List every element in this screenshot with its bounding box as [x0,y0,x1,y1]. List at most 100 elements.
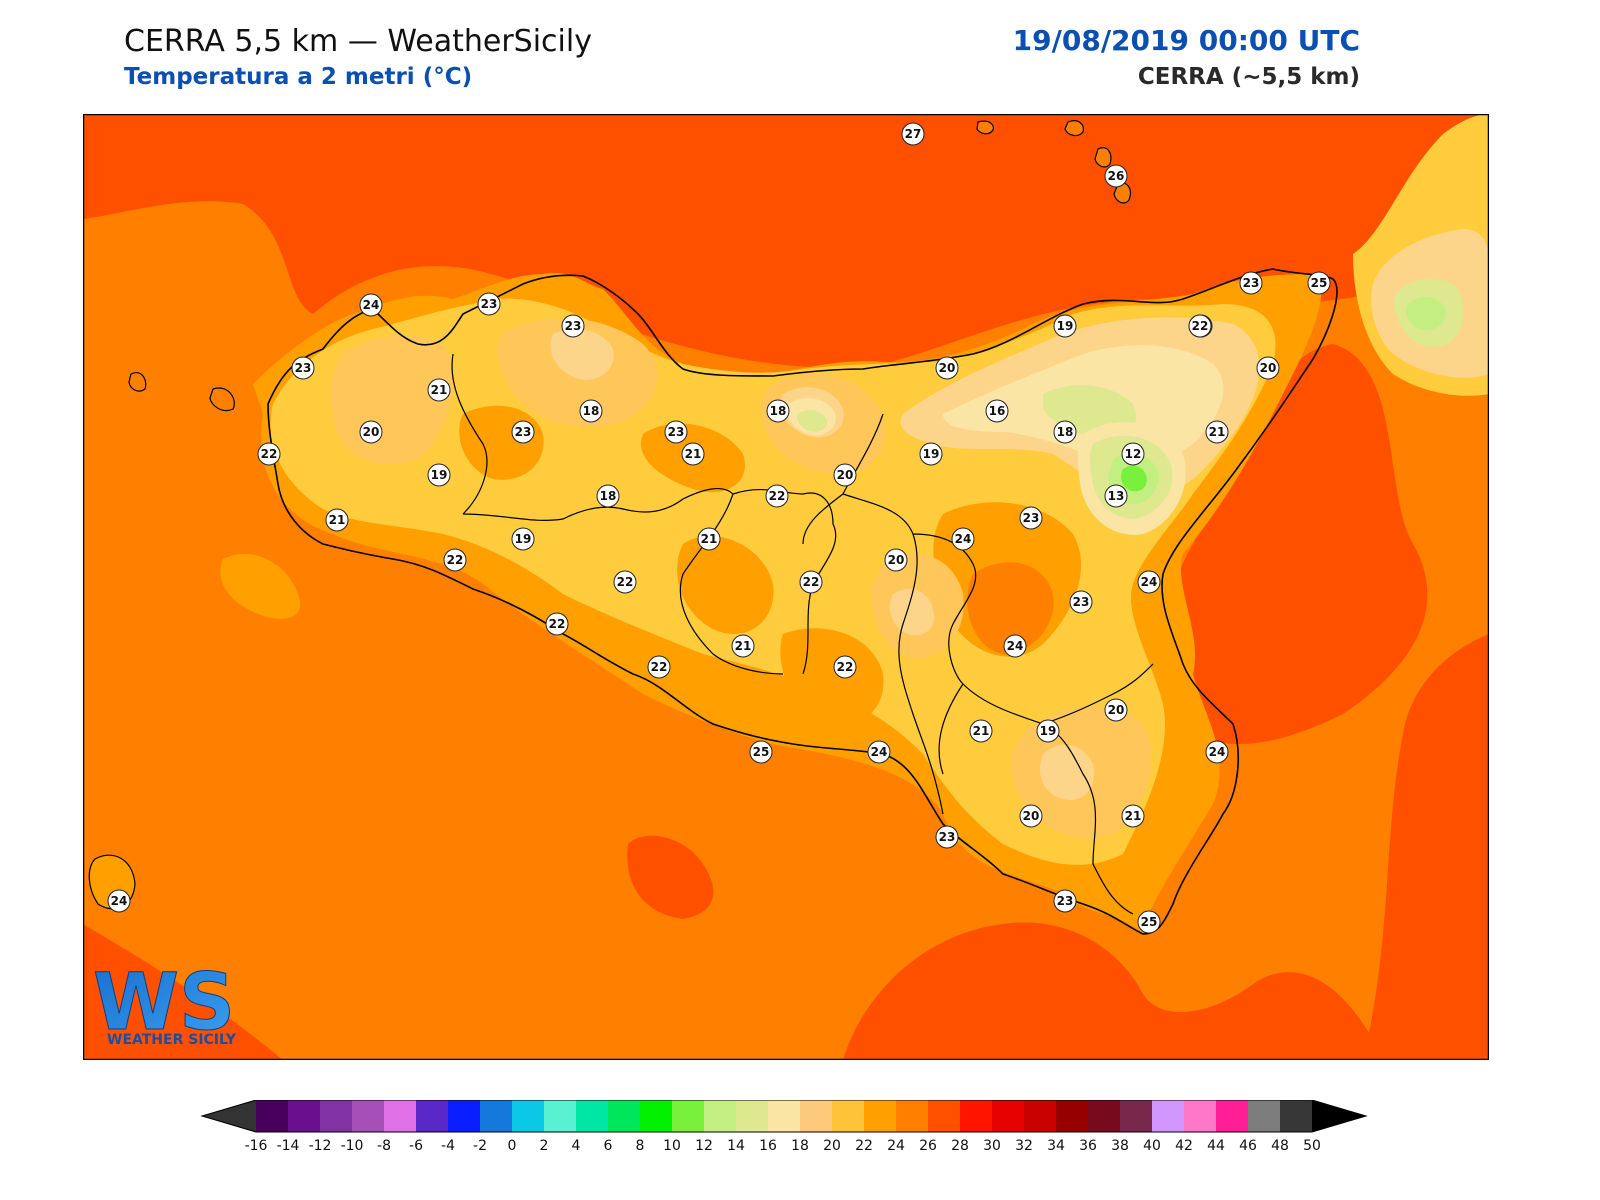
station-label: 23 [1053,889,1077,913]
colorbar-swatch [992,1100,1024,1132]
colorbar-tick-label: 50 [1303,1138,1321,1154]
station-marker [1053,420,1077,444]
station-label: 23 [1019,506,1043,530]
station-marker [1205,740,1229,764]
station-marker [731,634,755,658]
station-label: 20 [1019,804,1043,828]
station-marker [1053,889,1077,913]
colorbar-swatch [832,1100,864,1132]
station-value: 23 [481,297,498,311]
station-value: 23 [565,319,582,333]
colorbar-swatch [864,1100,896,1132]
colorbar-tick-label: 36 [1079,1138,1097,1154]
station-marker [613,570,637,594]
station-marker [1069,590,1093,614]
station-marker [985,399,1009,423]
colorbar-tick-label: 38 [1111,1138,1129,1154]
station-value: 18 [770,404,787,418]
station-label: 19 [427,463,451,487]
sea-patch-southwest [220,553,301,619]
station-label: 25 [1137,910,1161,934]
model-label: CERRA (~5,5 km) [1137,64,1360,90]
colorbar-tick-label: 26 [919,1138,937,1154]
station-value: 18 [600,489,617,503]
colorbar-swatch [256,1100,288,1132]
station-marker [427,378,451,402]
station-value: 21 [1209,425,1226,439]
warm-sea-east [1162,344,1428,744]
station-marker [935,825,959,849]
station-value: 22 [769,489,786,503]
station-label: 20 [935,356,959,380]
station-label: 21 [969,719,993,743]
station-label: 19 [511,527,535,551]
colorbar-tick-label: -16 [245,1138,268,1154]
station-value: 23 [939,830,956,844]
station-value: 24 [1141,575,1158,589]
station-label: 22 [443,548,467,572]
egadi-island-1 [128,372,147,392]
station-value: 20 [1023,809,1040,823]
colorbar-tick-label: -10 [341,1138,364,1154]
station-value: 12 [1125,447,1142,461]
station-label: 24 [359,293,383,317]
station-value: 13 [1108,489,1125,503]
colorbar-tick-label: 34 [1047,1138,1065,1154]
station-label: 20 [884,548,908,572]
station-value: 20 [837,468,854,482]
station-label: 24 [1137,570,1161,594]
station-value: 23 [1073,595,1090,609]
station-marker [1104,484,1128,508]
sicily-zone-24-e [780,628,884,727]
station-label: 25 [1307,271,1331,295]
station-marker [359,420,383,444]
station-marker [1053,314,1077,338]
colorbar-swatch [768,1100,800,1132]
station-value: 24 [1209,745,1226,759]
station-value: 20 [363,425,380,439]
station-marker [681,442,705,466]
station-label: 23 [664,420,688,444]
colorbar-swatch [1184,1100,1216,1132]
station-marker [766,399,790,423]
calabria-coolest [1406,297,1446,331]
station-label: 12 [1121,442,1145,466]
station-marker [1137,910,1161,934]
colorbar-swatch [800,1100,832,1132]
station-label: 27 [901,122,925,146]
colorbar-tick-label: 16 [759,1138,777,1154]
station-value: 24 [955,532,972,546]
colorbar-swatch [576,1100,608,1132]
warm-sea-east-2 [1363,634,1489,1060]
province-borders [451,353,1154,915]
colorbar-swatch [448,1100,480,1132]
station-value: 21 [701,532,718,546]
station-marker [664,420,688,444]
colorbar-under-arrow [202,1100,256,1132]
colorbar-swatch [1088,1100,1120,1132]
station-value: 22 [261,447,278,461]
station-marker [257,442,281,466]
colorbar-swatch [736,1100,768,1132]
colorbar-tick-label: 22 [855,1138,873,1154]
colorbar-tick-label: 48 [1271,1138,1289,1154]
station-marker [1256,356,1280,380]
colorbar-swatch [1280,1100,1312,1132]
colorbar-swatch [672,1100,704,1132]
colorbar-swatch [416,1100,448,1132]
station-value: 19 [515,532,532,546]
station-marker [545,612,569,636]
station-marker [477,292,501,316]
station-marker [951,527,975,551]
station-marker [1188,314,1212,338]
sicily-zone-18-c [889,589,934,636]
egadi-island-2 [209,387,235,412]
station-label: 18 [596,484,620,508]
temperature-colorbar: -16 -14 -12 -10 -8 -6 -4 -2 0 2 4 6 8 10 12 14 16 18 20 22 2… [200,1100,1368,1154]
colorbar-tick-label: -14 [277,1138,300,1154]
colorbar-tick-label: -8 [377,1138,391,1154]
sicily-zone-26-etna-south [967,562,1054,654]
colorbar-swatch [512,1100,544,1132]
warm-sea-north [83,114,1489,368]
colorbar-tick-label: 42 [1175,1138,1193,1154]
